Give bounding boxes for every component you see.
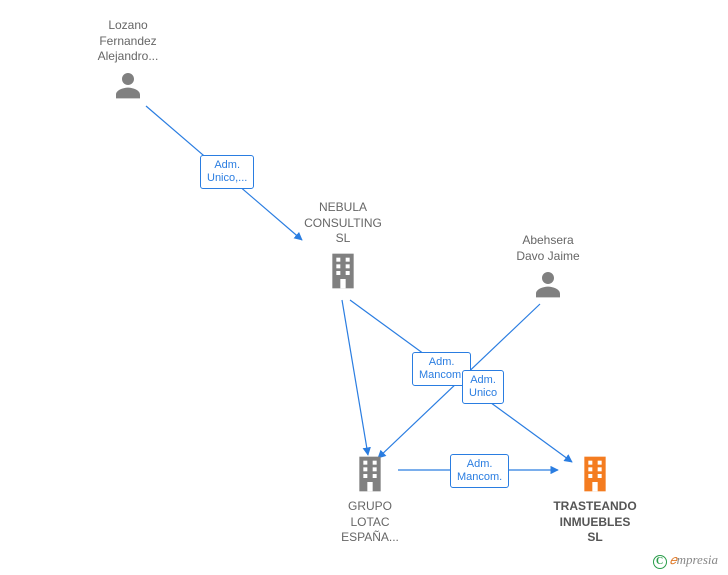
node-label: GRUPO LOTAC ESPAÑA... xyxy=(330,499,410,546)
edge-label: Adm. Mancom. xyxy=(450,454,509,488)
edge-label: Adm. Unico xyxy=(462,370,504,404)
node-nebula[interactable]: NEBULA CONSULTING SL xyxy=(288,200,398,296)
node-trasteando[interactable]: TRASTEANDO INMUEBLES SL xyxy=(540,450,650,546)
building-icon xyxy=(579,454,611,494)
person-icon xyxy=(532,268,564,300)
node-label: NEBULA CONSULTING SL xyxy=(288,200,398,247)
node-abehsera[interactable]: Abehsera Davo Jaime xyxy=(498,233,598,305)
node-lozano[interactable]: Lozano Fernandez Alejandro... xyxy=(78,18,178,106)
edge-line xyxy=(342,300,368,455)
node-label: TRASTEANDO INMUEBLES SL xyxy=(540,499,650,546)
building-icon xyxy=(354,454,386,494)
network-diagram: Lozano Fernandez Alejandro... NEBULA CON… xyxy=(0,0,728,575)
person-icon xyxy=(112,69,144,101)
edge-label: Adm. Unico,... xyxy=(200,155,254,189)
copyright-icon: C xyxy=(653,555,667,569)
watermark: C𝑒mpresia xyxy=(653,552,718,569)
node-label: Abehsera Davo Jaime xyxy=(498,233,598,264)
node-label: Lozano Fernandez Alejandro... xyxy=(78,18,178,65)
node-grupo[interactable]: GRUPO LOTAC ESPAÑA... xyxy=(330,450,410,546)
building-icon xyxy=(327,251,359,291)
